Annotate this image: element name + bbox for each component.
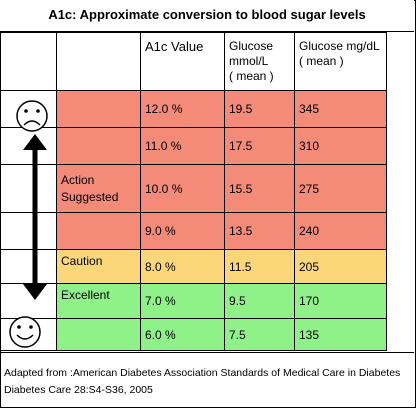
a1c-cell: 10.0 % bbox=[140, 164, 225, 213]
source-footer: Adapted from :American Diabetes Associat… bbox=[0, 352, 414, 407]
label-column-header bbox=[56, 32, 141, 91]
table-row: Excellent 7.0 % 9.5 170 bbox=[0, 283, 387, 319]
row-label bbox=[56, 90, 141, 128]
a1c-cell: 7.0 % bbox=[140, 283, 225, 319]
mmol-column-header: Glucose mmol/L ( mean ) bbox=[224, 32, 295, 91]
a1c-cell: 8.0 % bbox=[140, 249, 225, 284]
indicator-graphic bbox=[9, 100, 48, 348]
mmol-header-line: Glucose bbox=[229, 39, 274, 53]
mgdl-header-line: Glucose mg/dL bbox=[299, 39, 380, 53]
table-row: Action Suggested 10.0 % 15.5 275 bbox=[0, 164, 387, 213]
a1c-column-header: A1c Value bbox=[140, 32, 225, 91]
a1c-header-label: A1c Value bbox=[145, 39, 204, 54]
a1c-cell: 12.0 % bbox=[140, 90, 225, 128]
a1c-cell: 11.0 % bbox=[140, 127, 225, 165]
icon-cell bbox=[0, 164, 57, 213]
mmol-cell: 7.5 bbox=[224, 318, 295, 351]
row-label bbox=[56, 212, 141, 250]
icon-cell bbox=[0, 212, 57, 250]
mmol-cell: 19.5 bbox=[224, 90, 295, 128]
table-row: Caution 8.0 % 11.5 205 bbox=[0, 249, 387, 284]
mgdl-cell: 205 bbox=[294, 249, 387, 284]
icon-cell bbox=[0, 249, 57, 284]
mmol-cell: 17.5 bbox=[224, 127, 295, 165]
header-row: A1c Value Glucose mmol/L ( mean ) Glucos… bbox=[0, 32, 387, 91]
mgdl-cell: 275 bbox=[294, 164, 387, 213]
row-label-line: Suggested bbox=[61, 189, 119, 204]
footer-line: Adapted from :American Diabetes Associat… bbox=[4, 367, 401, 379]
mgdl-header-line: ( mean ) bbox=[299, 54, 344, 68]
mgdl-cell: 240 bbox=[294, 212, 387, 250]
footer-line: Diabetes Care 28:S4-S36, 2005 bbox=[4, 384, 153, 396]
page-title: A1c: Approximate conversion to blood sug… bbox=[0, 0, 414, 32]
mmol-cell: 13.5 bbox=[224, 212, 295, 250]
conversion-table: A1c Value Glucose mmol/L ( mean ) Glucos… bbox=[0, 32, 387, 351]
mgdl-cell: 135 bbox=[294, 318, 387, 351]
mmol-cell: 9.5 bbox=[224, 283, 295, 319]
mmol-header-line: ( mean ) bbox=[229, 69, 274, 83]
double-arrow-icon bbox=[23, 134, 47, 300]
a1c-cell: 9.0 % bbox=[140, 212, 225, 250]
mgdl-column-header: Glucose mg/dL ( mean ) bbox=[294, 32, 387, 91]
mgdl-cell: 310 bbox=[294, 127, 387, 165]
row-label bbox=[56, 127, 141, 165]
table-row: 11.0 % 17.5 310 bbox=[0, 127, 387, 165]
a1c-cell: 6.0 % bbox=[140, 318, 225, 351]
row-label: Action Suggested bbox=[56, 164, 141, 213]
mmol-cell: 15.5 bbox=[224, 164, 295, 213]
row-label-line: Action bbox=[61, 172, 95, 187]
row-label: Excellent bbox=[56, 283, 141, 319]
mmol-cell: 11.5 bbox=[224, 249, 295, 284]
row-label: Caution bbox=[56, 249, 141, 284]
mmol-header-line: mmol/L bbox=[229, 54, 269, 68]
mgdl-cell: 170 bbox=[294, 283, 387, 319]
row-label bbox=[56, 318, 141, 351]
sad-face-icon bbox=[16, 100, 48, 132]
mgdl-cell: 345 bbox=[294, 90, 387, 128]
icon-cell bbox=[0, 283, 57, 319]
happy-face-icon bbox=[9, 316, 41, 348]
